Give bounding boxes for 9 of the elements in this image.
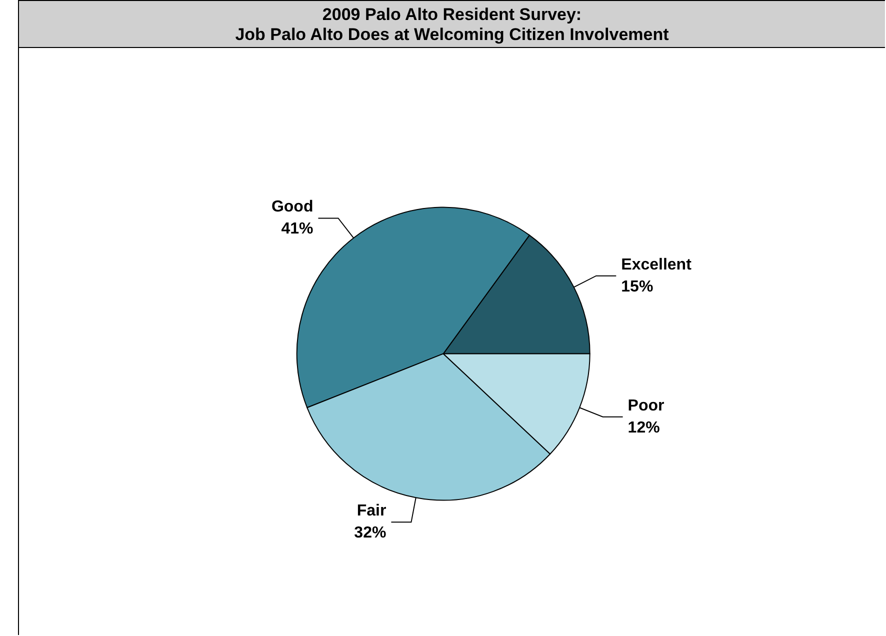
- chart-title: 2009 Palo Alto Resident Survey: Job Palo Alto Does at Welcoming Citizen Involvement: [19, 1, 885, 48]
- data-label: 15%: [621, 278, 654, 296]
- slice-label: Excellent: [621, 256, 692, 274]
- slice-label: Fair: [356, 502, 386, 520]
- slice-label: Poor: [628, 397, 664, 414]
- data-label: 41%: [281, 220, 314, 238]
- data-label: 32%: [354, 524, 386, 542]
- data-label: 12%: [628, 419, 660, 436]
- slice-label: Good: [271, 198, 314, 216]
